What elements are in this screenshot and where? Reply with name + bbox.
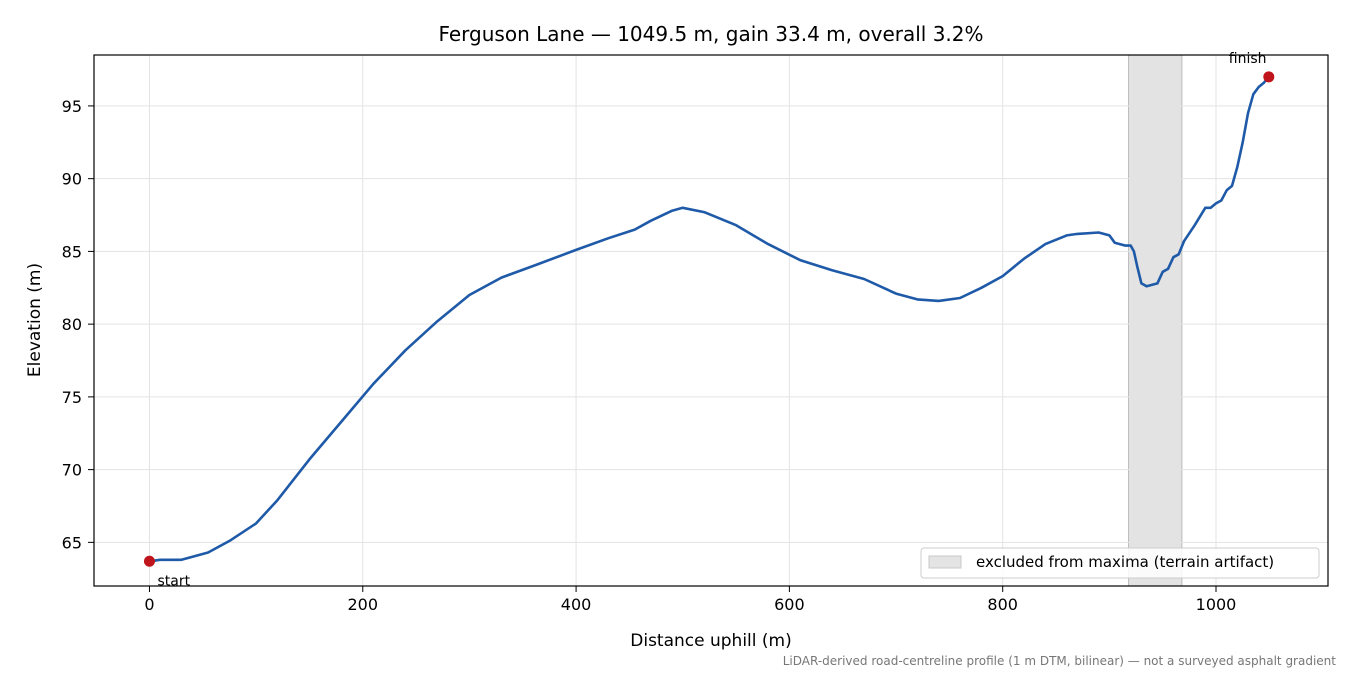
y-tick-label: 95 [62,97,82,116]
legend-box [920,547,1320,579]
x-tick-label: 200 [347,595,378,614]
plot-frame [93,54,1329,587]
legend: excluded from maxima (terrain artifact) [920,547,1320,579]
x-axis-label: Distance uphill (m) [630,631,791,651]
x-tick-label: 800 [987,595,1018,614]
finish-point [1263,71,1275,83]
excluded-band-layer [1128,54,1183,587]
y-tick-label: 70 [62,461,82,480]
source-note: LiDAR-derived road-centreline profile (1… [783,654,1337,668]
x-tick-label: 0 [144,595,154,614]
elevation-series-line [148,75,1271,563]
x-tick-label: 600 [774,595,805,614]
y-tick-label: 85 [62,242,82,261]
y-axis-label: Elevation (m) [25,263,45,377]
x-tick-label: 1000 [1196,595,1237,614]
grid [94,55,1328,586]
chart-title: Ferguson Lane — 1049.5 m, gain 33.4 m, o… [438,22,983,46]
axis-ticks: 0 200 400 600 800 1000 65 70 75 80 85 90 95 [62,97,1237,614]
start-point [143,555,155,567]
y-tick-label: 80 [62,315,82,334]
start-label: start [157,573,190,589]
legend-label: excluded from maxima (terrain artifact) [976,553,1274,571]
x-tick-label: 400 [561,595,592,614]
finish-label: finish [1229,51,1267,67]
series-layer [148,75,1271,563]
excluded-band [1128,54,1183,587]
legend-swatch [928,555,962,569]
y-tick-label: 90 [62,170,82,189]
y-tick-label: 75 [62,388,82,407]
y-tick-label: 65 [62,533,82,552]
